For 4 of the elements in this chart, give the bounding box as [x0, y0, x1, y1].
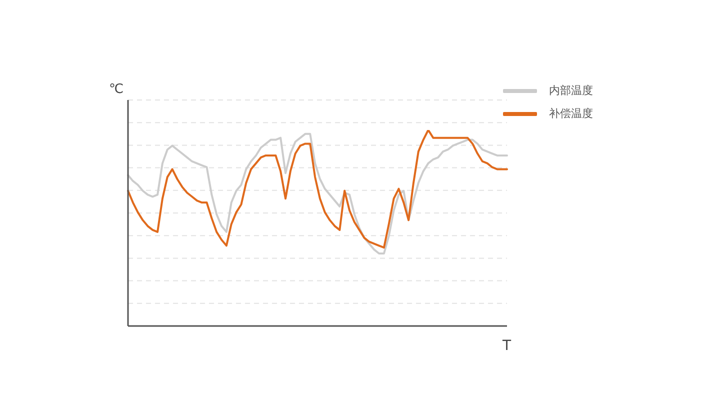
- legend-label: 内部温度: [549, 83, 593, 98]
- y-axis-title: ℃: [109, 82, 124, 97]
- x-axis-title: T: [501, 338, 512, 354]
- legend-label: 补偿温度: [549, 106, 593, 121]
